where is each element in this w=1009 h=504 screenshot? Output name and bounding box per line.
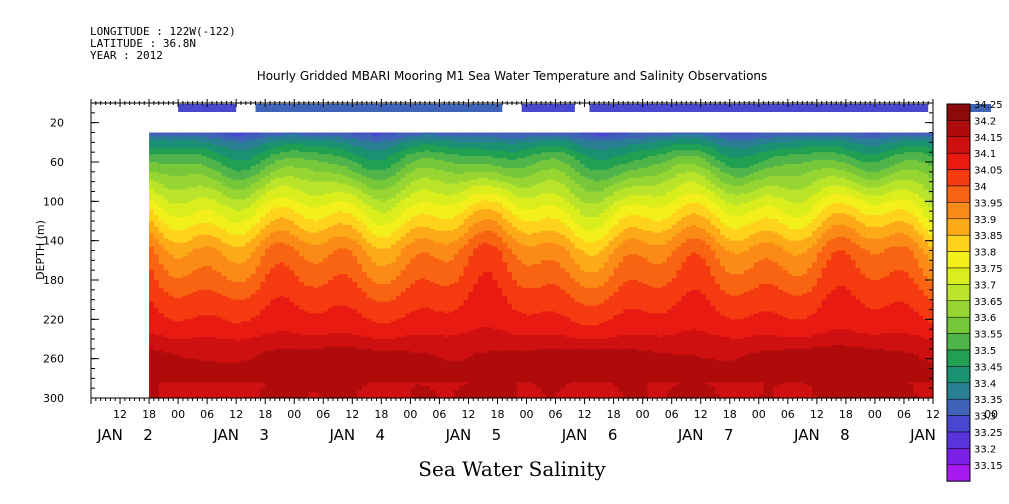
chart-title: Hourly Gridded MBARI Mooring M1 Sea Wate… [257,69,768,83]
salinity-field [149,133,934,399]
year-label: YEAR : 2012 [90,49,163,62]
